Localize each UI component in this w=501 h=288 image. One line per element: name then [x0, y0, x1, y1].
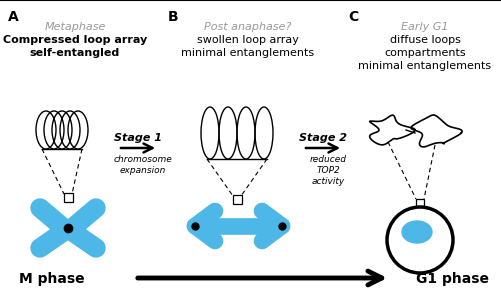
Text: Compressed loop array
self-entangled: Compressed loop array self-entangled — [3, 35, 147, 58]
Circle shape — [387, 207, 453, 273]
Text: C: C — [348, 10, 358, 24]
Text: G1 phase: G1 phase — [416, 272, 489, 286]
Text: reduced
TOP2
activity: reduced TOP2 activity — [310, 155, 347, 186]
Text: diffuse loops
compartments
minimal entanglements: diffuse loops compartments minimal entan… — [358, 35, 491, 71]
Bar — [416, 199, 424, 207]
Text: Early G1: Early G1 — [401, 22, 449, 32]
Text: Post anaphase?: Post anaphase? — [204, 22, 292, 32]
Text: Stage 2: Stage 2 — [299, 133, 347, 143]
Ellipse shape — [402, 221, 432, 243]
Text: Metaphase: Metaphase — [44, 22, 106, 32]
Text: B: B — [168, 10, 179, 24]
Text: A: A — [8, 10, 19, 24]
Text: swollen loop array
minimal entanglements: swollen loop array minimal entanglements — [181, 35, 315, 58]
Bar — [64, 193, 73, 202]
Text: Stage 1: Stage 1 — [114, 133, 162, 143]
Bar — [233, 195, 242, 204]
Text: chromosome
expansion: chromosome expansion — [114, 155, 172, 175]
Text: M phase: M phase — [19, 272, 85, 286]
